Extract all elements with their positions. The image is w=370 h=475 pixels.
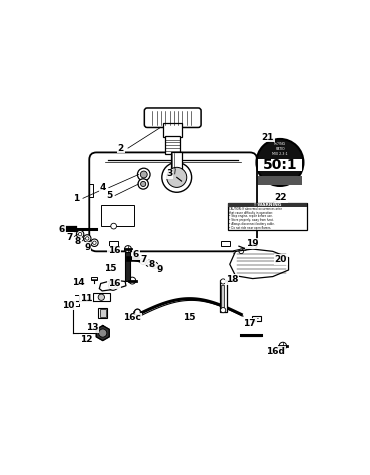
Bar	[258, 159, 302, 171]
Circle shape	[162, 162, 192, 192]
Polygon shape	[96, 326, 109, 341]
Circle shape	[153, 264, 156, 266]
Text: 15: 15	[184, 314, 196, 323]
Bar	[163, 123, 182, 137]
Text: • Stop engine, repair before use.: • Stop engine, repair before use.	[229, 214, 273, 218]
Text: 17: 17	[243, 319, 256, 328]
Bar	[125, 252, 130, 281]
Bar	[228, 203, 307, 207]
Text: MIXING
RATIO
MIX 2-3:1: MIXING RATIO MIX 2-3:1	[272, 142, 288, 156]
Circle shape	[85, 237, 89, 240]
Circle shape	[221, 279, 226, 284]
Text: 9: 9	[84, 243, 90, 252]
Bar	[220, 280, 226, 312]
Bar	[228, 203, 307, 230]
Text: • Store properly, away from heat.: • Store properly, away from heat.	[229, 218, 274, 222]
Circle shape	[98, 294, 104, 300]
Circle shape	[239, 249, 243, 254]
Text: • Do not ride near open flames.: • Do not ride near open flames.	[229, 226, 272, 229]
Text: 15: 15	[104, 264, 117, 273]
Text: 3: 3	[166, 170, 173, 179]
Circle shape	[166, 167, 187, 188]
Circle shape	[142, 260, 145, 263]
Text: 12: 12	[80, 335, 92, 344]
Circle shape	[93, 241, 96, 245]
Circle shape	[135, 309, 140, 315]
Circle shape	[140, 258, 146, 265]
Text: 14: 14	[72, 278, 85, 287]
Text: 9: 9	[157, 265, 163, 274]
Text: 4: 4	[100, 183, 106, 192]
Circle shape	[111, 223, 117, 229]
Bar	[252, 316, 261, 321]
Circle shape	[138, 179, 148, 189]
Text: 22: 22	[275, 193, 287, 202]
Text: 2: 2	[118, 143, 124, 152]
Bar	[258, 176, 302, 185]
Circle shape	[151, 262, 158, 268]
Bar	[91, 277, 97, 280]
Text: 16c: 16c	[123, 314, 141, 323]
Circle shape	[146, 260, 152, 266]
Text: 18: 18	[226, 275, 238, 284]
Text: 20: 20	[275, 255, 287, 264]
Circle shape	[78, 232, 82, 236]
Circle shape	[125, 246, 131, 253]
Text: 8: 8	[149, 260, 155, 269]
Bar	[221, 285, 224, 308]
Text: 13: 13	[86, 323, 98, 332]
Bar	[100, 309, 106, 317]
Circle shape	[84, 235, 91, 242]
Text: 8: 8	[75, 238, 81, 247]
Text: 7: 7	[141, 256, 147, 265]
Text: • Always disconnect battery cable.: • Always disconnect battery cable.	[229, 222, 275, 226]
Circle shape	[140, 171, 147, 178]
Circle shape	[111, 284, 115, 288]
Circle shape	[108, 281, 118, 290]
Bar	[165, 136, 179, 154]
Circle shape	[256, 139, 303, 186]
Text: 19: 19	[246, 239, 259, 248]
Text: 7: 7	[67, 232, 73, 241]
Circle shape	[148, 262, 150, 265]
Text: 5: 5	[106, 191, 112, 200]
Circle shape	[76, 230, 84, 238]
Text: CAUTION: If abnormal occurrences arise: CAUTION: If abnormal occurrences arise	[229, 207, 282, 211]
Circle shape	[134, 309, 141, 315]
Text: 50:1: 50:1	[263, 158, 297, 172]
Text: 10: 10	[63, 301, 75, 310]
Text: 16d: 16d	[266, 347, 285, 356]
Text: 21: 21	[262, 133, 274, 142]
FancyBboxPatch shape	[89, 152, 257, 251]
FancyBboxPatch shape	[144, 108, 201, 127]
Circle shape	[91, 239, 98, 247]
Text: 11: 11	[80, 294, 92, 303]
Bar	[221, 241, 230, 246]
Bar	[101, 206, 134, 226]
Bar	[93, 294, 110, 301]
Text: 6: 6	[132, 250, 139, 259]
Text: 16: 16	[108, 279, 121, 288]
Text: 1: 1	[73, 194, 80, 203]
Polygon shape	[99, 280, 126, 291]
Bar	[98, 308, 107, 318]
Circle shape	[129, 277, 136, 284]
Circle shape	[137, 168, 150, 181]
Bar	[110, 241, 118, 246]
Circle shape	[99, 329, 107, 337]
Polygon shape	[230, 249, 289, 278]
Circle shape	[279, 342, 286, 350]
Bar	[171, 152, 182, 169]
Text: ! WARNING: ! WARNING	[254, 203, 282, 207]
Text: that cause difficulty in operation:: that cause difficulty in operation:	[229, 210, 273, 215]
Text: 6: 6	[59, 225, 65, 234]
Circle shape	[221, 307, 226, 313]
Text: 16: 16	[108, 246, 121, 255]
Circle shape	[141, 181, 146, 187]
